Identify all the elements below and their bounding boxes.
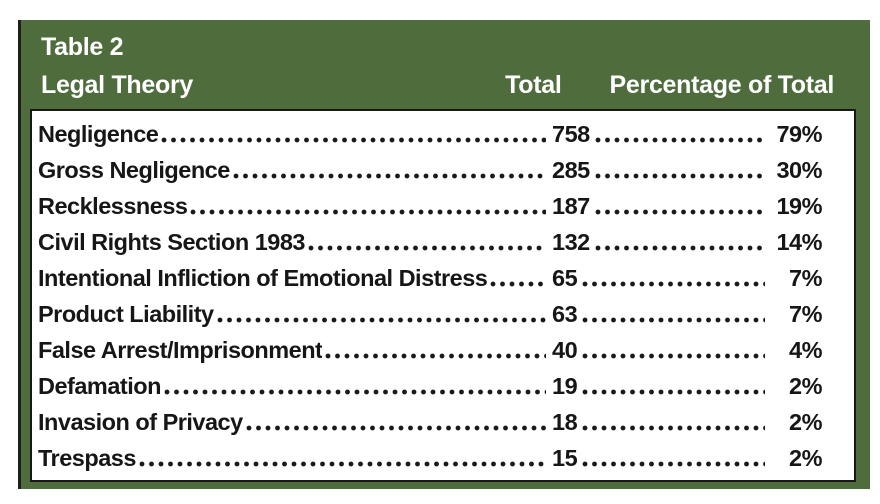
theory-cell: Intentional Infliction of Emotional Dist… [38, 260, 548, 296]
dot-leader [215, 296, 546, 332]
theory-cell: Defamation [38, 368, 548, 404]
column-header-percentage-of-total: Percentage of Total [609, 71, 835, 99]
dot-leader [581, 404, 765, 440]
dot-leader [593, 152, 765, 188]
percentage-value: 30% [776, 157, 822, 183]
theory-cell: False Arrest/Imprisonment [38, 332, 548, 368]
percentage-value: 2% [789, 445, 822, 471]
table-row: Trespass 15 2% [38, 440, 823, 476]
dot-leader [306, 224, 546, 260]
percentage-value: 79% [776, 121, 822, 147]
table-row: Invasion of Privacy 18 2% [38, 404, 823, 440]
dot-leader [231, 152, 546, 188]
legal-theory-label: Negligence [38, 121, 159, 147]
total-value: 758 [552, 121, 590, 147]
table-row: Negligence 758 79% [38, 116, 823, 152]
percentage-value: 19% [776, 193, 822, 219]
table-row: False Arrest/Imprisonment 40 4% [38, 332, 823, 368]
dot-leader [162, 368, 546, 404]
theory-cell: Civil Rights Section 1983 [38, 224, 548, 260]
table-row: Gross Negligence 285 30% [38, 152, 823, 188]
total-value: 15 [552, 445, 578, 471]
total-value: 63 [552, 301, 578, 327]
dot-leader [324, 332, 546, 368]
percentage-value: 2% [789, 409, 822, 435]
theory-cell: Gross Negligence [38, 152, 548, 188]
total-value: 285 [552, 157, 590, 183]
dot-leader [581, 368, 765, 404]
total-value: 187 [552, 193, 590, 219]
dot-leader [593, 116, 765, 152]
legal-theory-label: Recklessness [38, 193, 188, 219]
dot-leader [593, 188, 765, 224]
total-value: 19 [552, 373, 578, 399]
legal-theory-label: Trespass [38, 445, 136, 471]
dot-leader [581, 296, 765, 332]
legal-theory-label: Invasion of Privacy [38, 409, 243, 435]
column-header-legal-theory: Legal Theory [41, 71, 193, 99]
table-row: Recklessness 187 19% [38, 188, 823, 224]
table-panel: Table 2 Legal Theory Total Percentage of… [18, 20, 870, 489]
legal-theory-label: Defamation [38, 373, 161, 399]
percentage-value: 2% [789, 373, 822, 399]
table-title: Table 2 [41, 33, 124, 61]
legal-theory-label: Civil Rights Section 1983 [38, 229, 305, 255]
dot-leader [581, 332, 765, 368]
percentage-value: 14% [776, 229, 822, 255]
theory-cell: Product Liability [38, 296, 548, 332]
total-value: 132 [552, 229, 590, 255]
legal-theory-label: Gross Negligence [38, 157, 230, 183]
table-row: Defamation 19 2% [38, 368, 823, 404]
total-value: 40 [552, 337, 578, 363]
table-row: Civil Rights Section 1983 132 14% [38, 224, 823, 260]
table-row: Product Liability 63 7% [38, 296, 823, 332]
dot-leader [593, 224, 765, 260]
total-value: 18 [552, 409, 578, 435]
percentage-value: 7% [789, 301, 822, 327]
column-header-total: Total [505, 71, 562, 99]
theory-cell: Trespass [38, 440, 548, 476]
dot-leader [189, 188, 546, 224]
percentage-value: 4% [789, 337, 822, 363]
table-header: Table 2 Legal Theory Total Percentage of… [21, 20, 870, 109]
dot-leader [244, 404, 546, 440]
column-header-row: Legal Theory Total Percentage of Total [41, 71, 834, 100]
theory-cell: Invasion of Privacy [38, 404, 548, 440]
legal-theory-label: False Arrest/Imprisonment [38, 337, 323, 363]
legal-theory-label: Intentional Infliction of Emotional Dist… [38, 265, 488, 291]
dot-leader [581, 440, 765, 476]
table-row: Intentional Infliction of Emotional Dist… [38, 260, 823, 296]
dot-leader [489, 260, 546, 296]
table-body: Negligence 758 79% Gross Negligence 285 … [30, 109, 856, 482]
total-value: 65 [552, 265, 578, 291]
percentage-value: 7% [789, 265, 822, 291]
dot-leader [160, 116, 546, 152]
dot-leader [137, 440, 546, 476]
dot-leader [581, 260, 765, 296]
theory-cell: Negligence [38, 116, 548, 152]
theory-cell: Recklessness [38, 188, 548, 224]
legal-theory-label: Product Liability [38, 301, 214, 327]
